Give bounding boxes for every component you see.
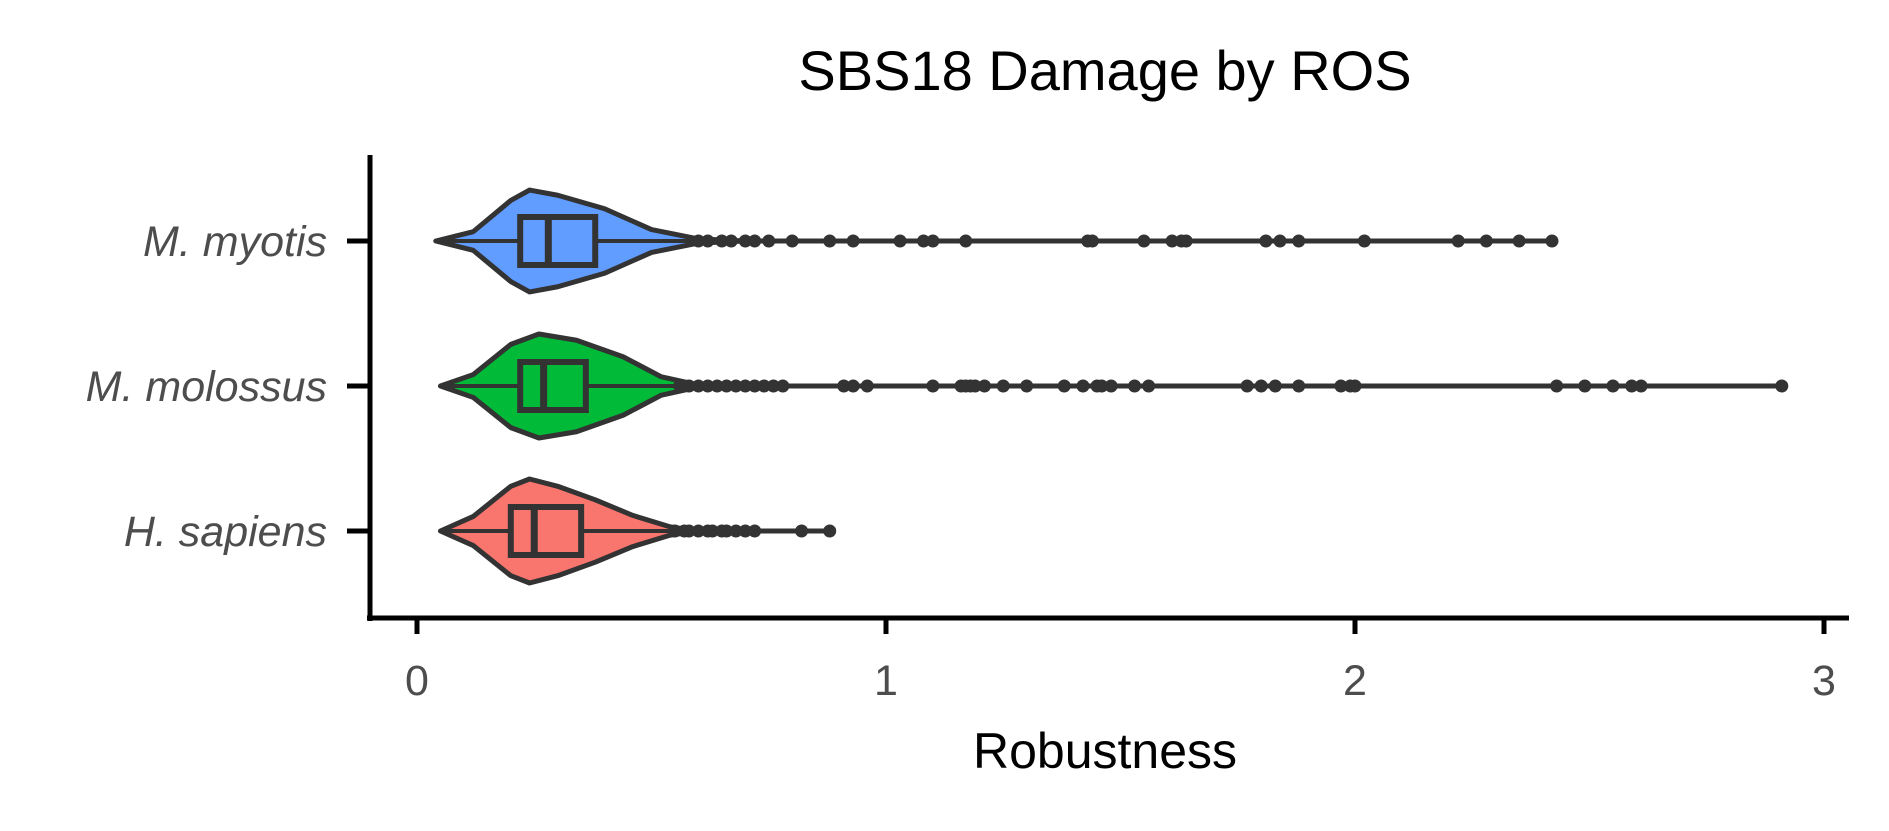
box-iqr (517, 214, 599, 268)
outlier-point (1550, 379, 1564, 393)
outlier-point (1625, 379, 1639, 393)
outlier-point (1104, 379, 1118, 393)
violin-group (437, 331, 1789, 441)
outlier-point (729, 524, 743, 538)
outlier-point (720, 379, 734, 393)
outlier-point (1334, 379, 1348, 393)
outlier-point (795, 524, 809, 538)
outlier-point (1179, 234, 1193, 248)
outlier-point (1020, 379, 1034, 393)
outlier-point (1095, 379, 1109, 393)
outlier-point (1578, 379, 1592, 393)
box-iqr (507, 504, 585, 558)
outlier-point (748, 234, 762, 248)
violin-group (437, 476, 837, 586)
outlier-point (823, 524, 837, 538)
outlier-point (691, 379, 705, 393)
outlier-point (1259, 234, 1273, 248)
chart-title: SBS18 Damage by ROS (798, 39, 1411, 102)
x-ticks: 0 1 2 3 (405, 620, 1836, 705)
y-ticks: M. myotis M. molossus H. sapiens (86, 218, 368, 556)
y-tick-label: M. molossus (86, 363, 327, 411)
violin-group (433, 187, 1559, 295)
outlier-point (729, 379, 743, 393)
outlier-point (1165, 234, 1179, 248)
outlier-point (691, 524, 705, 538)
outlier-point (1240, 379, 1254, 393)
outlier-point (673, 379, 687, 393)
outlier-point (776, 379, 790, 393)
outlier-point (762, 234, 776, 248)
outlier-point (1254, 379, 1268, 393)
outlier-point (668, 524, 682, 538)
outlier-point (893, 234, 907, 248)
outlier-point (705, 524, 719, 538)
box-iqr (517, 359, 589, 413)
x-tick-label: 2 (1343, 657, 1367, 705)
outlier-point (785, 234, 799, 248)
outlier-point (1606, 379, 1620, 393)
x-tick-label: 1 (874, 657, 898, 705)
outlier-point (710, 379, 724, 393)
outlier-point (1273, 234, 1287, 248)
outlier-point (996, 379, 1010, 393)
outlier-point (738, 524, 752, 538)
outlier-point (1775, 379, 1789, 393)
violins-layer (433, 187, 1789, 586)
outlier-point (959, 234, 973, 248)
outlier-point (926, 234, 940, 248)
outlier-point (682, 524, 696, 538)
outlier-point (968, 379, 982, 393)
outlier-point (1451, 234, 1465, 248)
outlier-point (846, 379, 860, 393)
outlier-point (748, 524, 762, 538)
outlier-point (682, 379, 696, 393)
outlier-point (977, 379, 991, 393)
outlier-point (691, 234, 705, 248)
outlier-point (757, 379, 771, 393)
outlier-point (766, 379, 780, 393)
outlier-point (1085, 234, 1099, 248)
x-axis-title: Robustness (973, 723, 1237, 779)
outlier-point (1292, 234, 1306, 248)
outlier-point (1076, 379, 1090, 393)
outlier-point (1634, 379, 1648, 393)
x-tick-label: 3 (1812, 657, 1836, 705)
outlier-point (1142, 379, 1156, 393)
outlier-point (1545, 234, 1559, 248)
y-tick-label: H. sapiens (124, 508, 327, 556)
outlier-point (720, 524, 734, 538)
outlier-point (701, 234, 715, 248)
outlier-point (860, 379, 874, 393)
outlier-point (738, 234, 752, 248)
outlier-point (1479, 234, 1493, 248)
outlier-point (715, 234, 729, 248)
outlier-point (846, 234, 860, 248)
outlier-point (724, 234, 738, 248)
outlier-point (1268, 379, 1282, 393)
y-tick-label: M. myotis (143, 218, 327, 266)
outlier-point (1348, 379, 1362, 393)
outlier-point (738, 379, 752, 393)
outlier-point (748, 379, 762, 393)
outlier-point (701, 379, 715, 393)
outlier-point (1512, 234, 1526, 248)
outlier-point (837, 379, 851, 393)
outlier-point (926, 379, 940, 393)
outlier-point (1057, 379, 1071, 393)
outlier-point (1357, 234, 1371, 248)
outlier-point (1128, 379, 1142, 393)
outlier-point (1137, 234, 1151, 248)
outlier-point (917, 234, 931, 248)
outlier-point (823, 234, 837, 248)
outlier-point (1292, 379, 1306, 393)
x-tick-label: 0 (405, 657, 429, 705)
